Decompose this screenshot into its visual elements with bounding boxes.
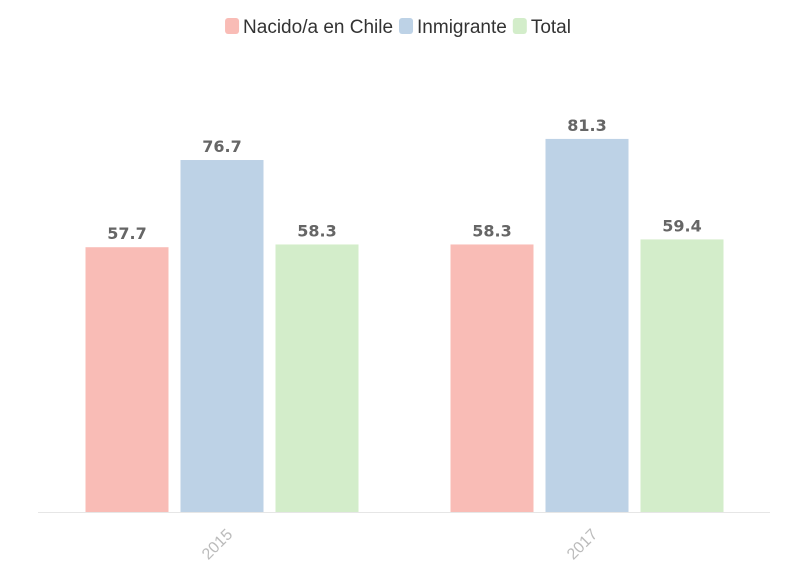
value-label-2015-2: 58.3 bbox=[297, 221, 336, 240]
bars-group bbox=[85, 138, 724, 513]
value-label-2017-1: 81.3 bbox=[567, 116, 606, 135]
bar-2017-2 bbox=[640, 239, 724, 513]
bar-2017-1 bbox=[545, 138, 629, 512]
value-label-2017-2: 59.4 bbox=[662, 216, 701, 235]
legend-item-2[interactable]: Total bbox=[512, 17, 571, 38]
x-tick-label-2015: 2015 bbox=[199, 526, 236, 563]
value-label-2015-0: 57.7 bbox=[107, 224, 146, 243]
x-tick-label-2017: 2017 bbox=[564, 526, 601, 563]
bar-2015-2 bbox=[275, 244, 359, 512]
value-labels-group: 57.7 76.7 58.3 58.3 81.3 59.4 bbox=[107, 116, 701, 243]
value-label-2015-1: 76.7 bbox=[202, 137, 241, 156]
legend-item-0[interactable]: Nacido/a en Chile bbox=[225, 17, 393, 38]
legend-label: Total bbox=[531, 17, 571, 38]
legend: Nacido/a en Chile Inmigrante Total bbox=[225, 17, 571, 38]
legend-swatch bbox=[512, 18, 527, 34]
legend-label: Inmigrante bbox=[417, 17, 507, 38]
legend-swatch bbox=[225, 18, 240, 34]
bar-2017-0 bbox=[450, 244, 534, 512]
value-label-2017-0: 58.3 bbox=[472, 221, 511, 240]
bar-2015-1 bbox=[180, 160, 264, 513]
legend-item-1[interactable]: Inmigrante bbox=[399, 17, 507, 38]
bar-2015-0 bbox=[85, 247, 169, 512]
legend-label: Nacido/a en Chile bbox=[243, 17, 393, 38]
legend-swatch bbox=[399, 18, 414, 34]
x-tick-labels-group: 2015 2017 bbox=[199, 526, 601, 563]
